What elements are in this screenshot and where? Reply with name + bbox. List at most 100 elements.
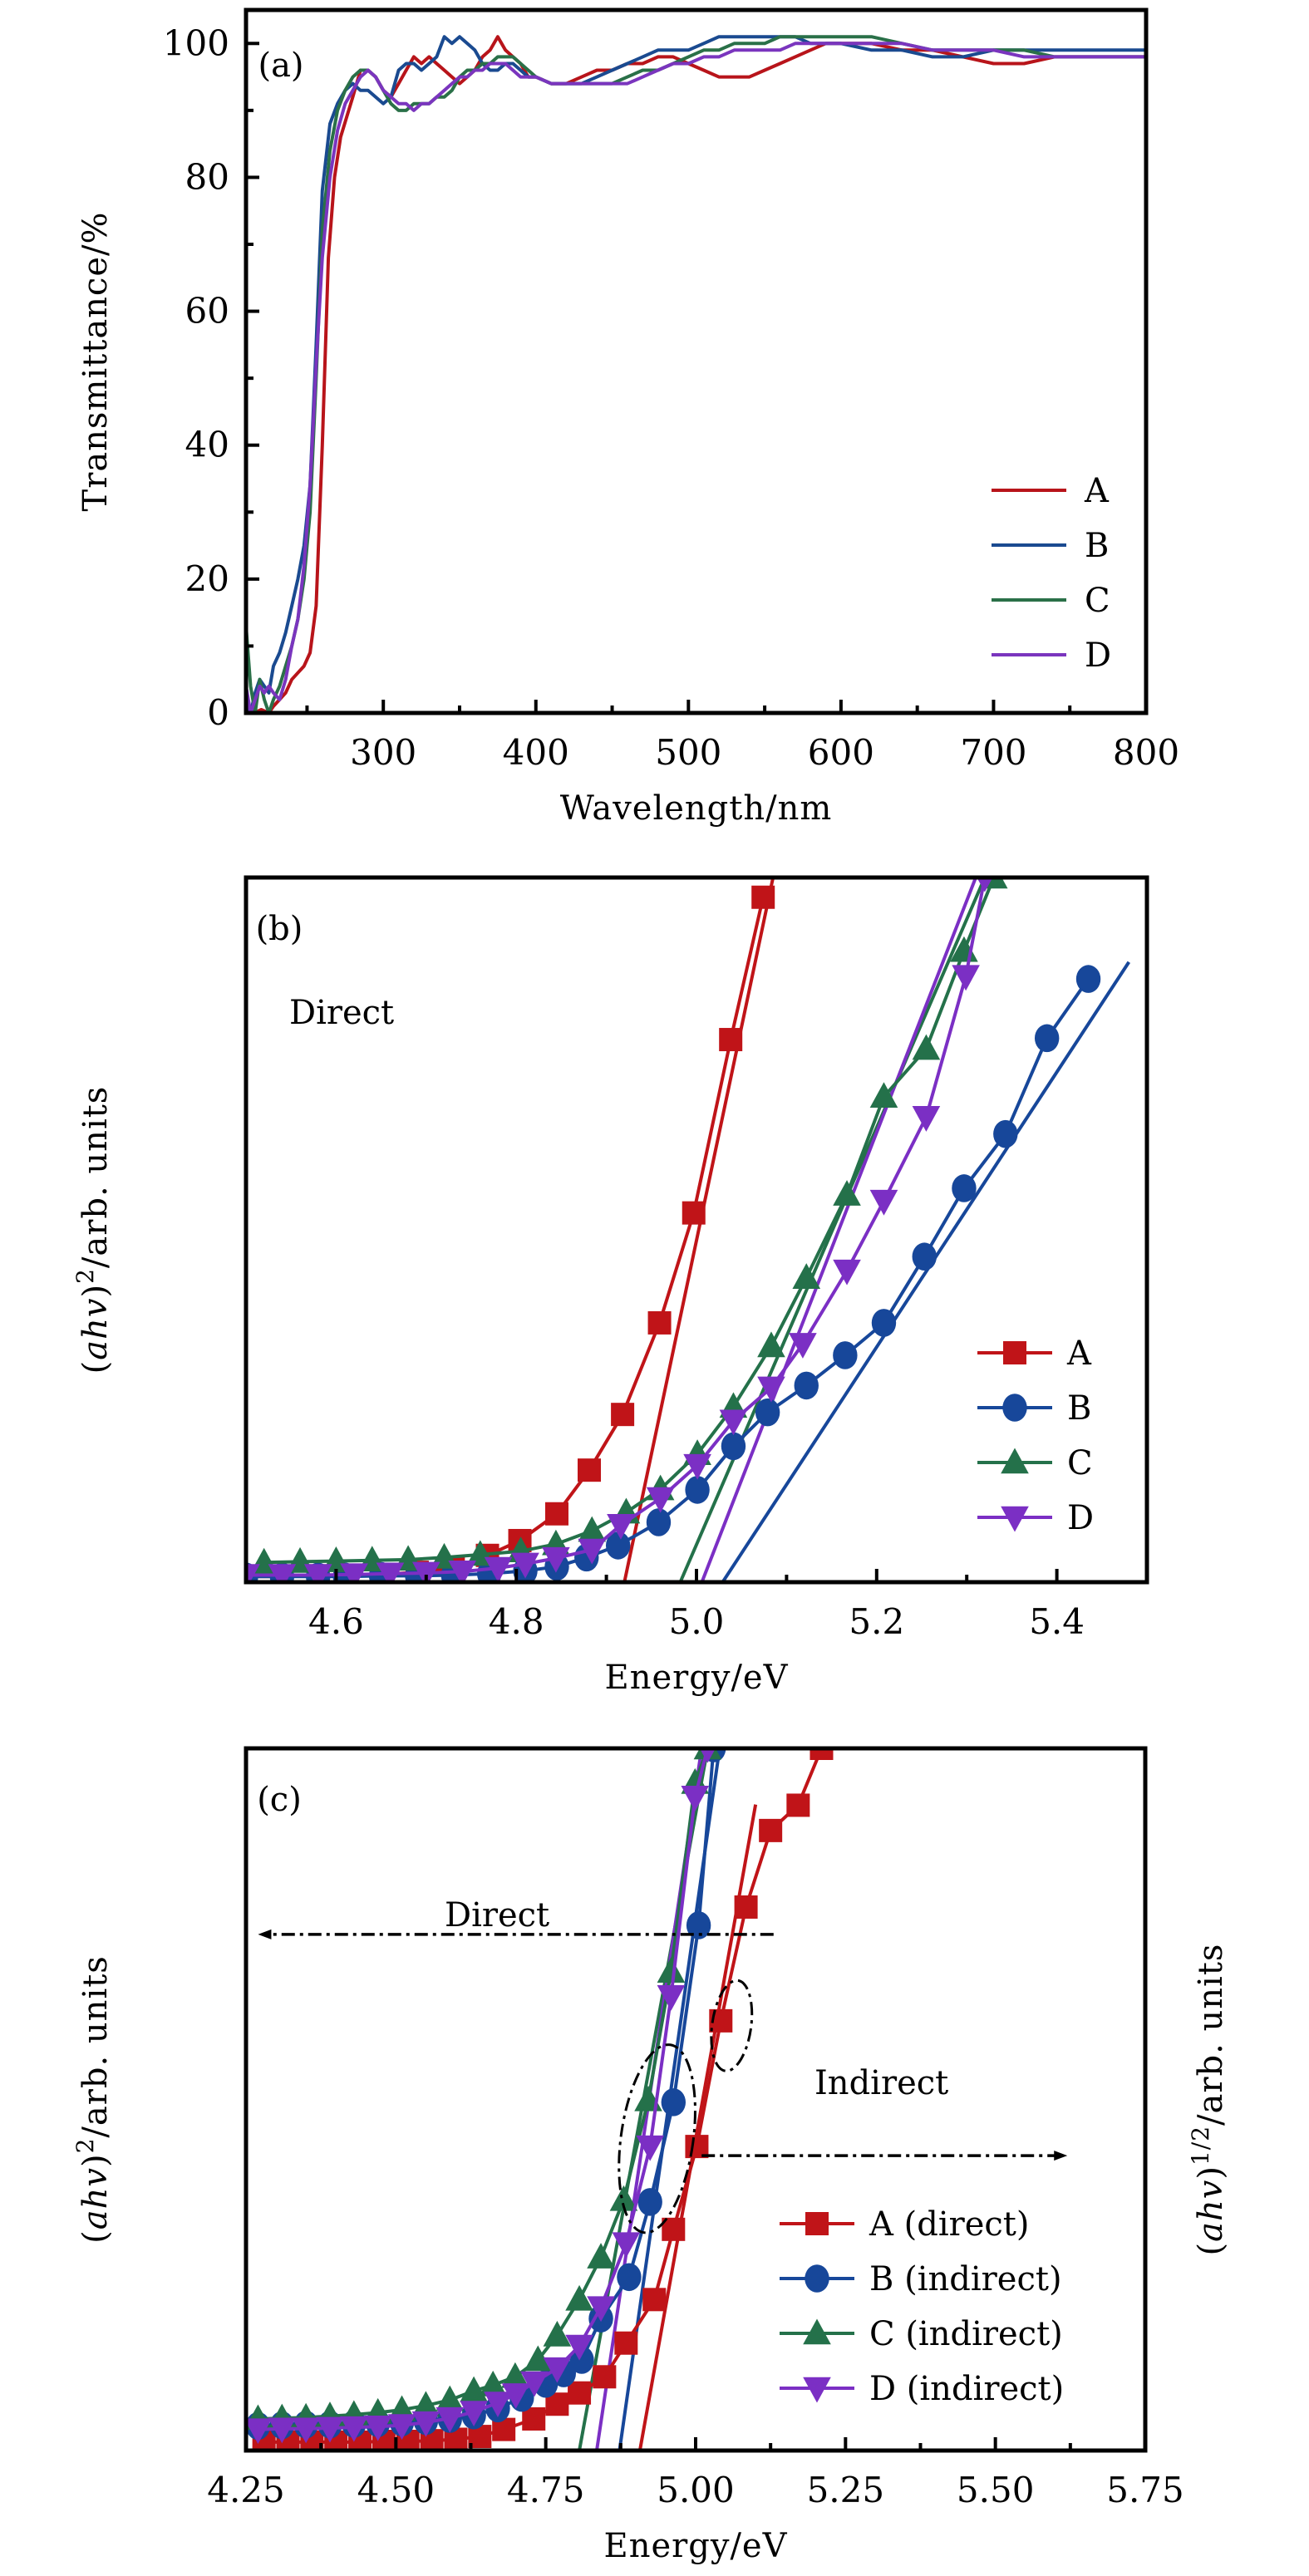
x-tick-label: 4.6 (308, 1601, 364, 1642)
x-tick-label: 300 (350, 732, 416, 773)
marker-b (871, 1309, 897, 1337)
marker-d (952, 965, 980, 991)
x-axis-label: Energy/eV (605, 1659, 789, 1697)
marker-d (719, 1409, 748, 1436)
marker-c (524, 2345, 553, 2372)
marker-d (789, 1333, 817, 1359)
legend: A (direct) B (indirect) C (indirect) D (ind… (780, 2205, 1064, 2408)
marker-c (578, 1516, 607, 1542)
label-open-paren: ( (76, 1360, 115, 1374)
label-units: /arb. units (1192, 1944, 1230, 2126)
marker-a (614, 2331, 638, 2355)
marker-d (565, 2334, 593, 2361)
marker-b (661, 2088, 686, 2116)
y-axis-label-right: (ahv)1/2/arb. units (1187, 1944, 1230, 2256)
label-close-paren: ) (76, 1284, 115, 1298)
x-tick-label: 5.2 (849, 1601, 904, 1642)
marker-d (511, 1552, 539, 1579)
legend-marker-c (1001, 1448, 1029, 1474)
legend-marker-d (1001, 1506, 1029, 1532)
legend-label: B (indirect) (869, 2260, 1062, 2298)
marker-d (636, 2135, 664, 2161)
label-units: /arb. units (76, 1086, 115, 1268)
x-tick-label: 800 (1113, 732, 1179, 773)
marker-a (611, 1403, 635, 1427)
marker-d (699, 1748, 716, 1763)
label-italic-ahv: ahv (76, 2167, 115, 2229)
y-tick-label: 80 (185, 156, 229, 197)
marker-d (912, 1106, 941, 1132)
marker-d (501, 2383, 530, 2409)
marker-d (683, 1453, 711, 1480)
marker-c (587, 2243, 615, 2269)
marker-b (833, 1341, 858, 1369)
y-axis-label: (ahv)2/arb. units (71, 1955, 115, 2244)
legend-label: A (1084, 472, 1110, 510)
marker-d (460, 2401, 488, 2427)
marker-d (363, 2415, 392, 2441)
plot-area (246, 35, 1146, 713)
marker-b (637, 2188, 662, 2216)
x-tick-label: 500 (655, 732, 721, 773)
legend-marker-b (1002, 1394, 1027, 1422)
marker-d (268, 1564, 297, 1582)
legend-label: D (1085, 637, 1111, 675)
marker-d (833, 1259, 861, 1286)
marker-d (542, 1546, 570, 1573)
x-tick-label: 5.50 (957, 2470, 1035, 2510)
legend-marker-b (805, 2264, 829, 2293)
marker-a (759, 1818, 783, 1842)
direct-ellipse (710, 1979, 754, 2072)
marker-d (268, 2417, 297, 2444)
marker-a (642, 2288, 667, 2312)
label-close-paren: ) (1192, 2166, 1230, 2180)
x-tick-label: 5.25 (807, 2470, 885, 2510)
y-tick-label: 0 (207, 692, 229, 733)
marker-d (436, 2406, 465, 2433)
fit-line-a (623, 878, 775, 1582)
marker-d (340, 2416, 368, 2442)
marker-b (755, 1398, 780, 1427)
panel-label: (a) (258, 47, 303, 85)
marker-c (912, 1034, 941, 1060)
panel-b-direct-tauc: 4.6 4.8 5.0 5.2 5.4 (b) Energy/eV (ahv)2/arb. u… (71, 875, 1149, 1697)
marker-d (316, 2416, 344, 2443)
series-line-d (246, 878, 987, 1577)
marker-b (605, 1531, 631, 1560)
legend-marker-a (1003, 1341, 1026, 1364)
marker-d (869, 1189, 898, 1216)
legend-label: A (1066, 1335, 1092, 1373)
axis-frame (244, 7, 1149, 715)
legend-marker-d (803, 2377, 831, 2403)
marker-b (646, 1508, 672, 1536)
fit-line-d (700, 878, 977, 1582)
legend-label: A (direct) (869, 2205, 1029, 2244)
label-italic-ahv: ahv (1192, 2180, 1230, 2242)
label-units: /arb. units (76, 1955, 115, 2137)
marker-d (520, 2371, 549, 2397)
marker-a (810, 1748, 834, 1760)
marker-d (387, 2414, 416, 2441)
arrow-left-icon (258, 1929, 272, 1939)
panel-label: (b) (256, 910, 303, 948)
label-superscript: 2 (71, 1268, 99, 1284)
legend-label: C (1067, 1444, 1093, 1482)
fit-line-c (678, 878, 987, 1582)
legend-label: C (indirect) (869, 2315, 1063, 2353)
legend-label: D (1067, 1499, 1094, 1537)
marker-b (952, 1174, 977, 1202)
marker-b (686, 1911, 711, 1939)
x-tick-label: 5.75 (1106, 2470, 1184, 2510)
marker-d (448, 1560, 476, 1582)
marker-d (543, 2357, 572, 2383)
marker-c (657, 1957, 686, 1984)
marker-d (977, 878, 993, 892)
marker-a (751, 885, 775, 909)
marker-a (568, 2381, 592, 2405)
marker-c (543, 2320, 572, 2347)
legend-label: C (1085, 582, 1110, 620)
label-open-paren: ( (1192, 2242, 1230, 2256)
x-tick-label: 5.0 (669, 1601, 725, 1642)
plot-area (246, 1748, 834, 2451)
